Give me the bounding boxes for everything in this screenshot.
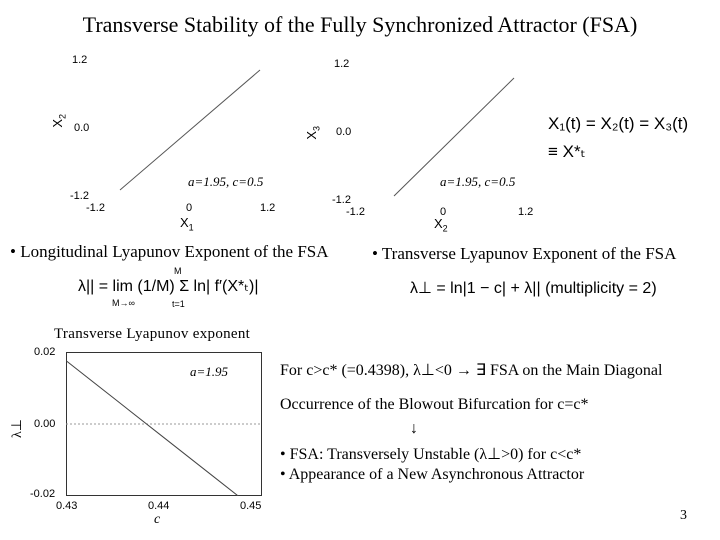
x-tick-mid: 0 xyxy=(440,206,447,218)
note-line-4: • Appearance of a New Asynchronous Attra… xyxy=(280,466,585,483)
plot2-area xyxy=(393,77,515,197)
plot1-area xyxy=(110,60,270,200)
y-tick-mid: 0.0 xyxy=(336,126,352,138)
transverse-chart-header: Transverse Lyapunov exponent xyxy=(54,326,251,342)
x-axis-label: X1 xyxy=(180,215,194,233)
y-axis-label: X2 xyxy=(50,113,68,128)
sum-lower: t=1 xyxy=(172,299,185,309)
longitudinal-heading: • Longitudinal Lyapunov Exponent of the … xyxy=(10,242,329,261)
page-title: Transverse Stability of the Fully Synchr… xyxy=(82,12,638,37)
transverse-heading: • Transverse Lyapunov Exponent of the FS… xyxy=(372,244,677,263)
diagonal-line xyxy=(119,69,261,191)
y-tick-mid: 0.0 xyxy=(74,122,90,134)
x-tick-mid: 0 xyxy=(186,202,193,214)
transverse-lyapunov-chart: 0.02 0.00 -0.02 λ⊥ a=1.95 0.43 0.44 0.45… xyxy=(0,340,280,530)
transverse-formula: λ⊥ = ln|1 − c| + λ|| (multiplicity = 2) xyxy=(410,280,657,297)
longitudinal-formula: λ|| = lim (1/M) Σ ln| f′(X*ₜ)| M→∞ M t=1 xyxy=(78,266,259,309)
y-axis-label: X3 xyxy=(304,125,322,140)
x-tick-right: 1.2 xyxy=(518,206,534,218)
plot-x2-vs-x1: 1.2 0.0 -1.2 X2 a=1.95, c=0.5 -1.2 0 1.2… xyxy=(50,52,310,233)
y-tick-top: 0.02 xyxy=(34,346,56,358)
x-tick-left: 0.43 xyxy=(56,500,78,512)
plot2-annotation: a=1.95, c=0.5 xyxy=(440,174,516,189)
sum-upper: M xyxy=(174,266,182,276)
sync-equation-line1: X₁(t) = X₂(t) = X₃(t) xyxy=(548,114,689,133)
x-tick-right: 1.2 xyxy=(260,202,276,214)
note-line-3: • FSA: Transversely Unstable (λ⊥>0) for … xyxy=(280,446,582,463)
plot1-annotation: a=1.95, c=0.5 xyxy=(188,174,264,189)
plot-x3-vs-x2: 1.2 0.0 -1.2 X3 a=1.95, c=0.5 -1.2 0 1.2… xyxy=(300,56,560,236)
chart-plot-area xyxy=(66,352,262,496)
y-tick-bottom: -1.2 xyxy=(70,190,89,202)
y-axis-label: λ⊥ xyxy=(9,419,25,438)
page-number: 3 xyxy=(680,508,687,523)
note-line-2: Occurrence of the Blowout Bifurcation fo… xyxy=(280,396,589,413)
x-axis-label: c xyxy=(154,512,161,527)
series-line-0 xyxy=(66,360,239,496)
y-tick-top: 1.2 xyxy=(334,58,350,70)
y-tick-mid: 0.00 xyxy=(34,418,56,430)
y-tick-bottom: -1.2 xyxy=(332,194,351,206)
x-axis-label: X2 xyxy=(434,216,448,234)
chart-annotation: a=1.95 xyxy=(190,364,229,379)
note-line-1: For c>c* (=0.4398), λ⊥<0 → ∃ FSA on the … xyxy=(280,362,663,379)
x-tick-right: 0.45 xyxy=(240,500,262,512)
limit-subscript: M→∞ xyxy=(112,298,135,308)
diagonal-line xyxy=(393,77,515,197)
y-tick-bottom: -0.02 xyxy=(30,488,56,500)
x-tick-left: -1.2 xyxy=(86,202,105,214)
sync-equation-line2: ≡ X*ₜ xyxy=(548,142,586,161)
x-tick-left: -1.2 xyxy=(346,206,365,218)
note-arrow: ↓ xyxy=(410,420,418,437)
y-tick-top: 1.2 xyxy=(72,54,88,66)
x-tick-mid: 0.44 xyxy=(148,500,170,512)
